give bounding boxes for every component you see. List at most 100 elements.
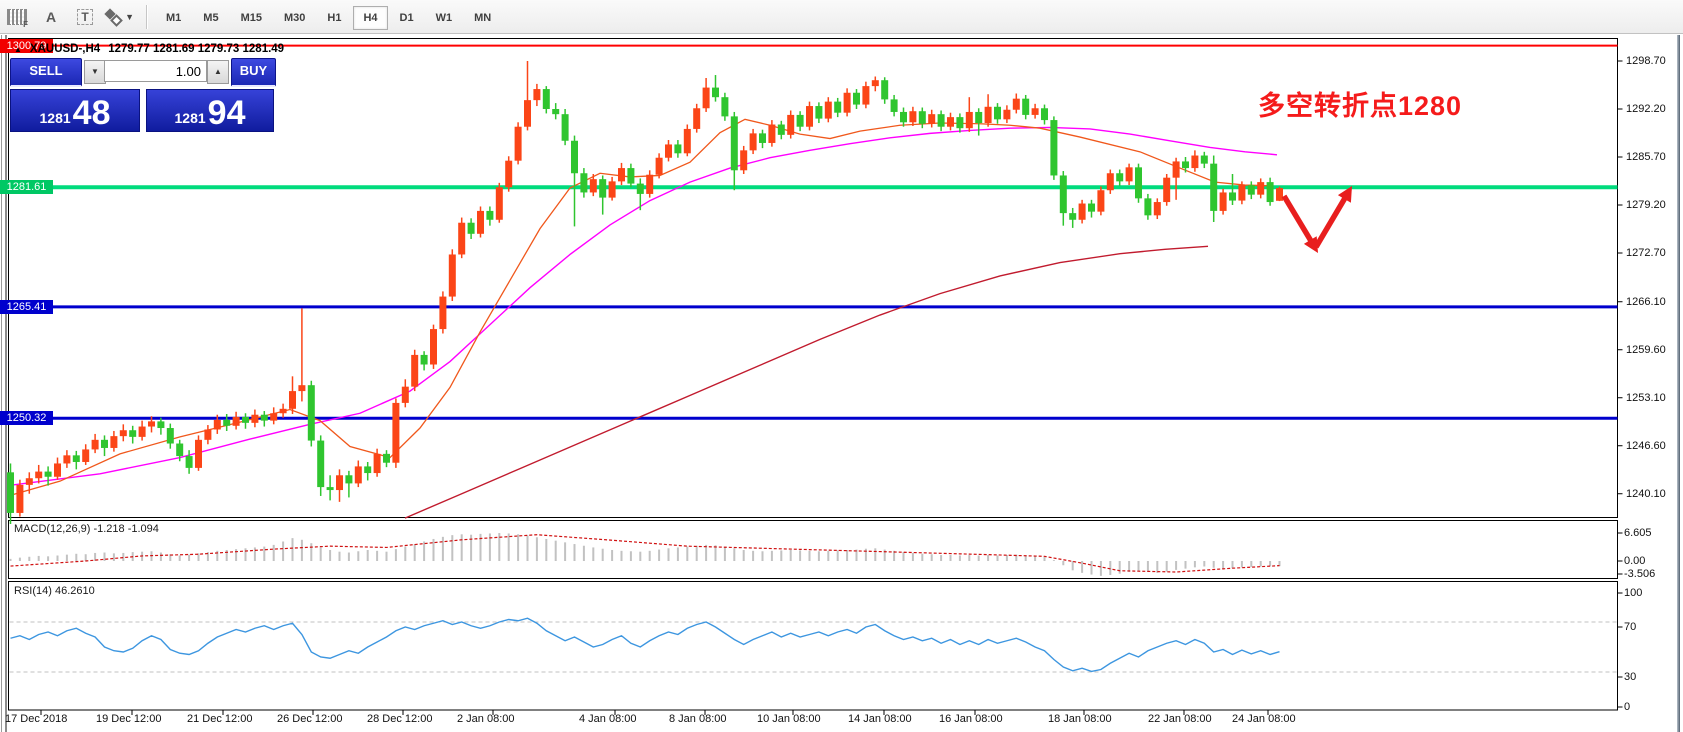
candle-body (871, 80, 879, 87)
candle-body (505, 160, 513, 188)
candle-body (1257, 182, 1265, 195)
candle-body (289, 391, 296, 409)
volume-decrease-button[interactable]: ▼ (84, 60, 106, 84)
candle-body (1172, 161, 1180, 178)
candle-body (928, 114, 936, 124)
candle-body (524, 100, 531, 127)
buy-price-prefix: 1281 (174, 110, 206, 126)
chevron-down-icon: ▼ (125, 11, 134, 22)
candle-body (242, 416, 249, 423)
candle-body (1088, 203, 1095, 212)
candle-body (561, 114, 569, 141)
candle-body (91, 439, 99, 450)
rsi-line (10, 617, 1280, 673)
sell-price-display[interactable]: 1281 48 (10, 89, 140, 132)
candle-body (542, 89, 550, 110)
candle-body (279, 408, 287, 414)
candle-body (618, 168, 625, 182)
window-right-border (1677, 35, 1680, 732)
candle-body (890, 99, 898, 112)
trend-arrow-line (1281, 194, 1314, 243)
candle-body (392, 402, 400, 463)
macd-panel-frame (8, 520, 1618, 579)
timeframe-button-d1[interactable]: D1 (399, 11, 414, 24)
candle-body (994, 106, 1001, 120)
candle-body (495, 187, 503, 220)
one-click-trading-panel: SELL ▼ 1.00 ▲ BUY 1281 48 1281 94 (10, 56, 276, 132)
timeframe-button-m15[interactable]: M15 (240, 11, 262, 24)
candle-body (599, 179, 607, 198)
timeframe-button-w1[interactable]: W1 (435, 11, 453, 24)
candle-body (749, 133, 757, 151)
candle-body (580, 173, 588, 193)
indicators-grid-icon[interactable]: F (2, 4, 32, 30)
buy-price-big-digits: 94 (207, 94, 246, 132)
candle-body (401, 386, 409, 403)
candle-body (1116, 173, 1124, 182)
timeframe-button-m1[interactable]: M1 (166, 11, 182, 24)
candle-body (25, 478, 33, 485)
timeframe-button-m5[interactable]: M5 (203, 11, 219, 24)
buy-price-display[interactable]: 1281 94 (146, 89, 274, 132)
candle-body (35, 471, 43, 479)
candle-body (298, 385, 306, 392)
sell-price-big-digits: 48 (72, 94, 111, 132)
chart-title: ▲ XAUUSD-,H4 1279.77 1281.69 1279.73 128… (14, 43, 284, 55)
candle-body (1041, 108, 1048, 121)
candle-body (815, 106, 823, 119)
candle-body (364, 466, 372, 474)
candle-body (712, 87, 719, 98)
candle-body (166, 428, 174, 444)
candle-body (336, 475, 343, 491)
candle-body (956, 117, 964, 129)
candle-body (1219, 192, 1227, 211)
buy-button[interactable]: BUY (231, 58, 276, 87)
timeframe-button-h4[interactable]: H4 (353, 5, 388, 30)
objects-icon[interactable]: ▼ (104, 4, 134, 30)
candle-body (777, 124, 785, 135)
candle-body (138, 426, 146, 437)
candle-body (533, 89, 541, 101)
timeframe-button-mn[interactable]: MN (474, 11, 492, 24)
sell-button[interactable]: SELL (10, 58, 82, 87)
candle-body (1097, 190, 1105, 212)
text-label-icon[interactable]: A (45, 8, 57, 25)
candle-body (486, 210, 494, 220)
candle-body (589, 179, 597, 193)
candle-body (1182, 161, 1189, 169)
rsi-panel-frame (8, 581, 1618, 711)
text-box-icon[interactable]: T (70, 4, 100, 30)
candle-body (251, 414, 259, 423)
symbol-ohlc: 1279.77 1281.69 1279.73 1281.49 (108, 43, 285, 55)
candle-body (740, 150, 748, 171)
candle-body (824, 101, 832, 119)
main-chart-frame (8, 38, 1618, 518)
sell-price-prefix: 1281 (39, 110, 71, 126)
candle-body (1229, 192, 1236, 201)
candle-body (1210, 163, 1218, 211)
volume-increase-button[interactable]: ▲ (207, 60, 229, 84)
candle-body (853, 92, 860, 105)
candle-body (937, 114, 945, 127)
candle-body (1163, 177, 1171, 203)
candle-body (204, 429, 212, 440)
candle-body (1247, 185, 1255, 195)
candle-body (430, 329, 437, 365)
candle-body (270, 413, 278, 421)
candle-body (373, 453, 381, 474)
ma-slow-line (404, 245, 1209, 519)
candle-body (768, 124, 776, 143)
candle-body (354, 466, 362, 484)
candle-body (721, 97, 729, 117)
candle-body (232, 416, 240, 426)
candle-body (730, 116, 738, 171)
candle-body (448, 254, 456, 297)
volume-input[interactable]: 1.00 (104, 60, 207, 82)
candle-body (345, 475, 353, 484)
timeframe-button-m30[interactable]: M30 (283, 11, 306, 24)
candle-body (646, 174, 654, 194)
timeframe-button-h1[interactable]: H1 (327, 11, 342, 24)
ma-fast-line (7, 118, 1273, 497)
